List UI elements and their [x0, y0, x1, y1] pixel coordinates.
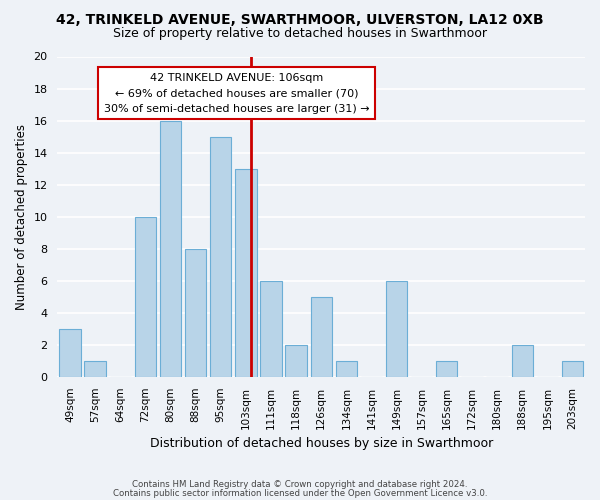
Y-axis label: Number of detached properties: Number of detached properties — [15, 124, 28, 310]
Bar — [85, 361, 106, 377]
Bar — [562, 361, 583, 377]
Bar — [335, 361, 357, 377]
Bar — [160, 120, 181, 377]
Bar — [210, 136, 232, 377]
Bar — [134, 216, 156, 377]
Bar — [185, 248, 206, 377]
Text: 42, TRINKELD AVENUE, SWARTHMOOR, ULVERSTON, LA12 0XB: 42, TRINKELD AVENUE, SWARTHMOOR, ULVERST… — [56, 12, 544, 26]
Bar — [59, 329, 80, 377]
Bar — [311, 296, 332, 377]
Text: 42 TRINKELD AVENUE: 106sqm
← 69% of detached houses are smaller (70)
30% of semi: 42 TRINKELD AVENUE: 106sqm ← 69% of deta… — [104, 72, 370, 114]
Bar — [235, 168, 257, 377]
Bar — [512, 345, 533, 377]
Text: Contains HM Land Registry data © Crown copyright and database right 2024.: Contains HM Land Registry data © Crown c… — [132, 480, 468, 489]
Text: Contains public sector information licensed under the Open Government Licence v3: Contains public sector information licen… — [113, 489, 487, 498]
Bar — [286, 345, 307, 377]
X-axis label: Distribution of detached houses by size in Swarthmoor: Distribution of detached houses by size … — [149, 437, 493, 450]
Bar — [260, 280, 281, 377]
Text: Size of property relative to detached houses in Swarthmoor: Size of property relative to detached ho… — [113, 28, 487, 40]
Bar — [436, 361, 457, 377]
Bar — [386, 280, 407, 377]
